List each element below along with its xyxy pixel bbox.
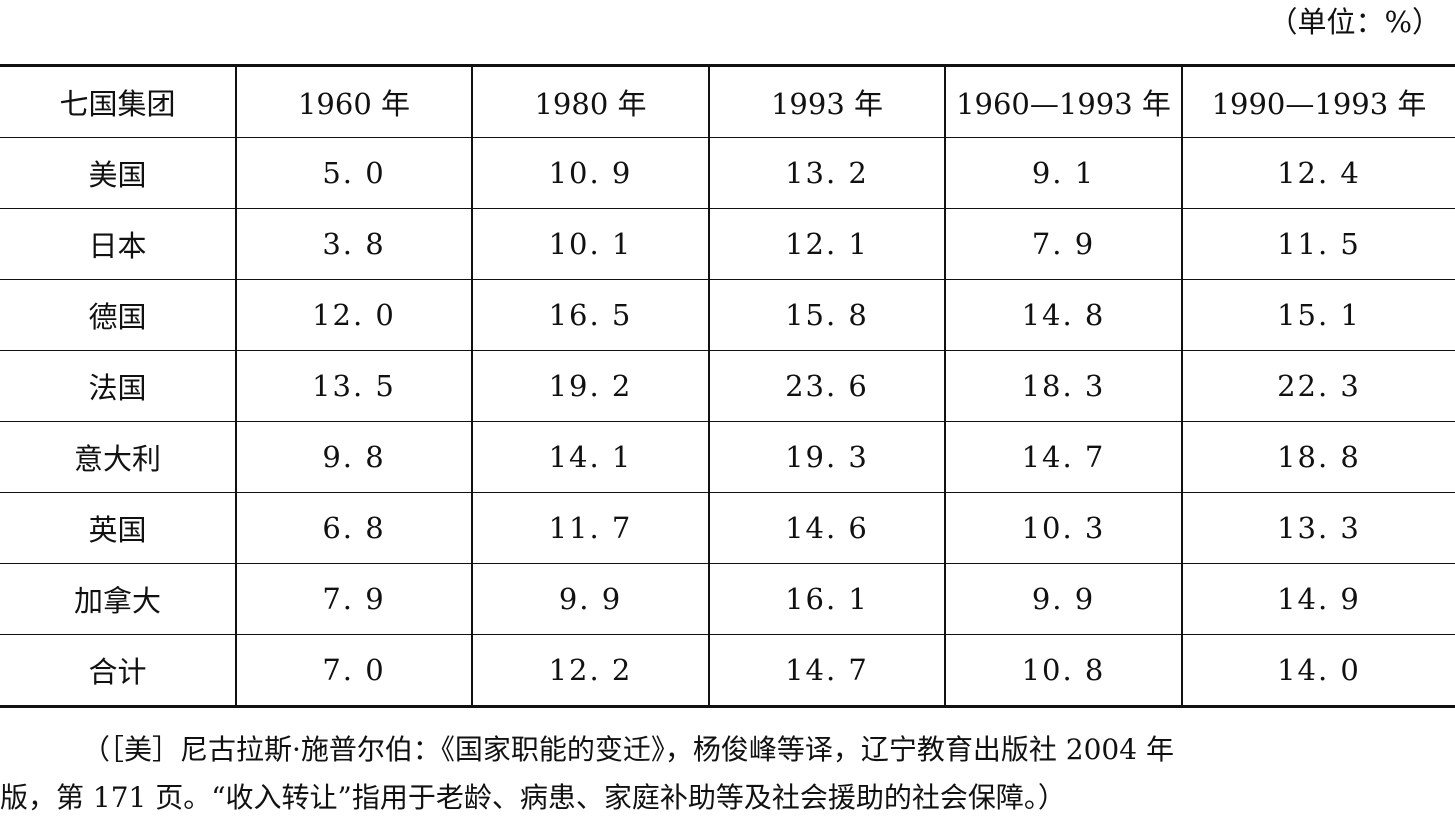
value-cell: 10. 9 — [471, 137, 709, 209]
value-cell: 14. 7 — [708, 634, 945, 708]
value-cell: 10. 3 — [944, 492, 1182, 564]
value-cell: 7. 9 — [235, 563, 472, 635]
value-cell: 6. 8 — [235, 492, 472, 564]
data-table: 七国集团 1960 年 1980 年 1993 年 1960—1993 年 19… — [0, 64, 1455, 708]
value-cell: 19. 3 — [708, 421, 945, 493]
unit-label: （单位：%） — [1268, 5, 1441, 39]
value-cell: 15. 8 — [708, 279, 945, 351]
table-row: 法国 13. 5 19. 2 23. 6 18. 3 22. 3 — [0, 350, 1455, 422]
table-header-row: 七国集团 1960 年 1980 年 1993 年 1960—1993 年 19… — [0, 64, 1455, 138]
value-cell: 14. 6 — [708, 492, 945, 564]
value-cell: 14. 1 — [471, 421, 709, 493]
value-cell: 5. 0 — [235, 137, 472, 209]
header-1960-1993: 1960—1993 年 — [944, 64, 1182, 138]
value-cell: 14. 9 — [1181, 563, 1455, 635]
value-cell: 11. 5 — [1181, 208, 1455, 280]
table-row: 加拿大 7. 9 9. 9 16. 1 9. 9 14. 9 — [0, 563, 1455, 635]
country-cell: 合计 — [0, 634, 236, 708]
table-row-total: 合计 7. 0 12. 2 14. 7 10. 8 14. 0 — [0, 634, 1455, 708]
table-row: 美国 5. 0 10. 9 13. 2 9. 1 12. 4 — [0, 137, 1455, 209]
header-1993: 1993 年 — [708, 64, 945, 138]
header-1980: 1980 年 — [471, 64, 709, 138]
value-cell: 12. 0 — [235, 279, 472, 351]
header-1990-1993: 1990—1993 年 — [1181, 64, 1455, 138]
value-cell: 14. 0 — [1181, 634, 1455, 708]
source-note: （［美］尼古拉斯·施普尔伯：《国家职能的变迁》，杨俊峰等译，辽宁教育出版社 20… — [0, 726, 1450, 822]
value-cell: 3. 8 — [235, 208, 472, 280]
country-cell: 法国 — [0, 350, 236, 422]
value-cell: 9. 9 — [944, 563, 1182, 635]
country-cell: 英国 — [0, 492, 236, 564]
value-cell: 7. 9 — [944, 208, 1182, 280]
source-note-line-2: 版，第 171 页。“收入转让”指用于老龄、病患、家庭补助等及社会援助的社会保障… — [0, 781, 1066, 814]
value-cell: 23. 6 — [708, 350, 945, 422]
value-cell: 14. 8 — [944, 279, 1182, 351]
country-cell: 美国 — [0, 137, 236, 209]
header-1960: 1960 年 — [235, 64, 472, 138]
value-cell: 19. 2 — [471, 350, 709, 422]
value-cell: 10. 8 — [944, 634, 1182, 708]
value-cell: 13. 3 — [1181, 492, 1455, 564]
value-cell: 13. 2 — [708, 137, 945, 209]
source-note-line-1: （［美］尼古拉斯·施普尔伯：《国家职能的变迁》，杨俊峰等译，辽宁教育出版社 20… — [82, 733, 1174, 766]
value-cell: 9. 9 — [471, 563, 709, 635]
country-cell: 德国 — [0, 279, 236, 351]
country-cell: 日本 — [0, 208, 236, 280]
value-cell: 14. 7 — [944, 421, 1182, 493]
value-cell: 13. 5 — [235, 350, 472, 422]
value-cell: 18. 3 — [944, 350, 1182, 422]
value-cell: 16. 5 — [471, 279, 709, 351]
value-cell: 15. 1 — [1181, 279, 1455, 351]
table-row: 意大利 9. 8 14. 1 19. 3 14. 7 18. 8 — [0, 421, 1455, 493]
country-cell: 加拿大 — [0, 563, 236, 635]
value-cell: 12. 4 — [1181, 137, 1455, 209]
value-cell: 9. 1 — [944, 137, 1182, 209]
value-cell: 11. 7 — [471, 492, 709, 564]
value-cell: 12. 1 — [708, 208, 945, 280]
value-cell: 10. 1 — [471, 208, 709, 280]
table-row: 德国 12. 0 16. 5 15. 8 14. 8 15. 1 — [0, 279, 1455, 351]
value-cell: 16. 1 — [708, 563, 945, 635]
header-country: 七国集团 — [0, 64, 236, 138]
table-row: 英国 6. 8 11. 7 14. 6 10. 3 13. 3 — [0, 492, 1455, 564]
value-cell: 12. 2 — [471, 634, 709, 708]
value-cell: 7. 0 — [235, 634, 472, 708]
country-cell: 意大利 — [0, 421, 236, 493]
value-cell: 9. 8 — [235, 421, 472, 493]
table-row: 日本 3. 8 10. 1 12. 1 7. 9 11. 5 — [0, 208, 1455, 280]
value-cell: 22. 3 — [1181, 350, 1455, 422]
value-cell: 18. 8 — [1181, 421, 1455, 493]
